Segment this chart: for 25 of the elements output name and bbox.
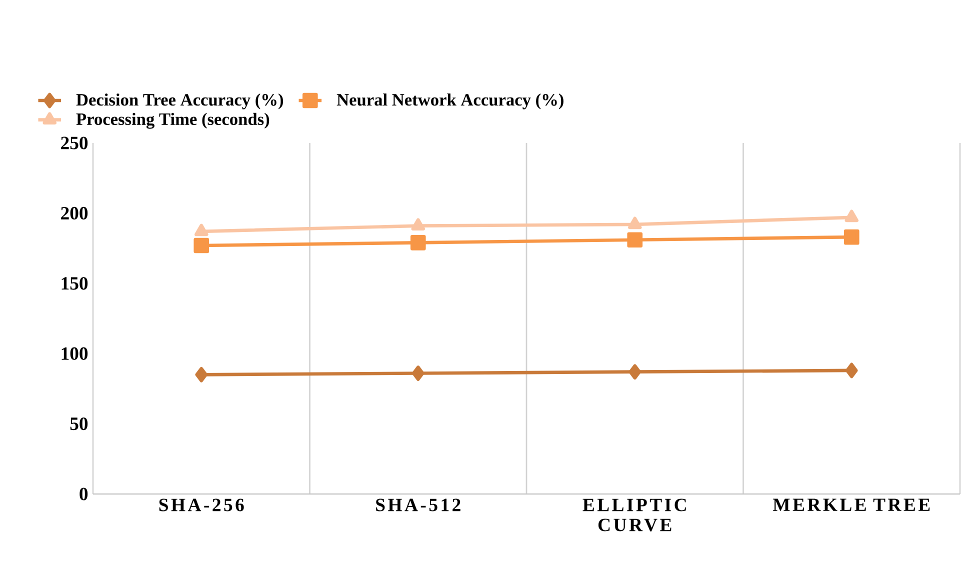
y-tick-label: 100: [62, 347, 88, 360]
x-tick-label: ELLIPTIC CURVE: [582, 498, 686, 532]
point: [195, 366, 208, 382]
point: [628, 364, 642, 380]
legend-label: Decision Tree Accuracy (%): [76, 93, 284, 110]
y-tick-label: 250: [61, 136, 88, 150]
point: [410, 235, 426, 250]
point: [628, 216, 642, 230]
point: [627, 232, 643, 248]
y-tick-label: 0: [80, 488, 88, 500]
point: [194, 224, 208, 236]
point: [194, 238, 210, 254]
point: [411, 218, 425, 231]
point: [844, 229, 860, 245]
y-tick-label: 50: [70, 417, 88, 430]
x-tick-label: MERKLE TREE: [772, 498, 930, 511]
legend-label: Neural Network Accuracy (%): [336, 93, 564, 110]
point: [844, 210, 858, 222]
y-tick-label: 150: [62, 277, 88, 290]
x-tick-label: SHA-512: [376, 498, 460, 512]
point: [845, 362, 858, 378]
y-tick-label: 200: [61, 206, 88, 220]
point: [412, 366, 424, 381]
x-tick-label: SHA-256: [159, 498, 244, 512]
legend-label: Processing Time (seconds): [76, 112, 270, 129]
